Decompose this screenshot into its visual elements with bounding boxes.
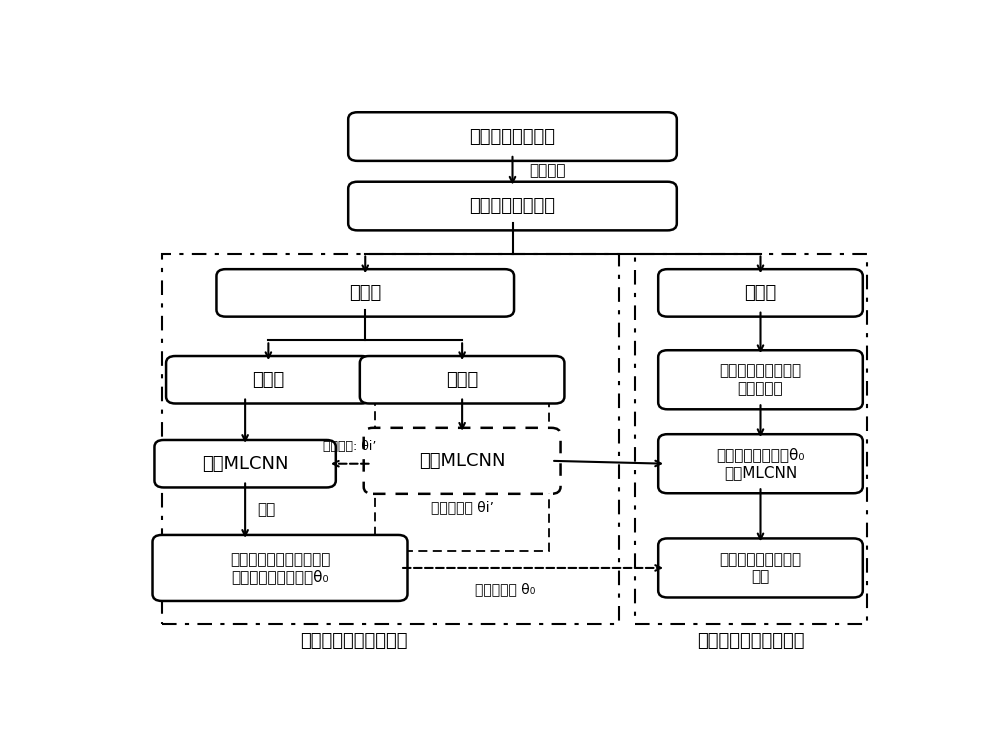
Text: 参数传递： θ₀: 参数传递： θ₀ bbox=[475, 583, 535, 596]
Text: 支持集: 支持集 bbox=[252, 371, 285, 389]
Text: 查询集: 查询集 bbox=[446, 371, 478, 389]
Text: 训练集: 训练集 bbox=[349, 284, 381, 302]
Text: 故障诊断模型训练阶段: 故障诊断模型训练阶段 bbox=[300, 632, 407, 650]
Text: 学习参数： θi’: 学习参数： θi’ bbox=[431, 500, 494, 514]
FancyBboxPatch shape bbox=[658, 538, 863, 598]
FancyBboxPatch shape bbox=[360, 356, 564, 404]
Bar bbox=[375, 359, 549, 550]
Text: 故障诊断模型测试阶段: 故障诊断模型测试阶段 bbox=[697, 632, 805, 650]
FancyBboxPatch shape bbox=[364, 428, 561, 494]
FancyBboxPatch shape bbox=[348, 182, 677, 230]
FancyBboxPatch shape bbox=[166, 356, 371, 404]
Text: 参数传递: θi’: 参数传递: θi’ bbox=[323, 441, 376, 453]
FancyBboxPatch shape bbox=[153, 535, 407, 601]
Text: 捯失: 捯失 bbox=[257, 502, 275, 517]
Text: 基于支持集和参数θ₀
微调MLCNN: 基于支持集和参数θ₀ 微调MLCNN bbox=[716, 447, 805, 480]
FancyBboxPatch shape bbox=[658, 350, 863, 409]
FancyBboxPatch shape bbox=[658, 434, 863, 493]
Text: 测试集: 测试集 bbox=[744, 284, 777, 302]
FancyBboxPatch shape bbox=[154, 440, 336, 487]
Text: 特征提取: 特征提取 bbox=[530, 163, 566, 178]
Text: 利用查询集实现故障
诊断: 利用查询集实现故障 诊断 bbox=[719, 552, 802, 584]
Text: 将数据集划分为支持
集和查询集: 将数据集划分为支持 集和查询集 bbox=[719, 363, 802, 396]
Text: 对所有元任务的损失求和
并更新网络初始参数θ₀: 对所有元任务的损失求和 并更新网络初始参数θ₀ bbox=[230, 552, 330, 584]
Text: 训练MLCNN: 训练MLCNN bbox=[419, 452, 505, 470]
FancyBboxPatch shape bbox=[216, 269, 514, 317]
Text: 测试MLCNN: 测试MLCNN bbox=[202, 455, 288, 473]
FancyBboxPatch shape bbox=[348, 112, 677, 161]
Text: 时频签名矩阵特征: 时频签名矩阵特征 bbox=[470, 197, 556, 215]
Bar bbox=[635, 253, 867, 624]
FancyBboxPatch shape bbox=[658, 269, 863, 317]
Bar bbox=[162, 253, 619, 624]
Text: 滚动轴承振动信号: 滚动轴承振动信号 bbox=[470, 128, 556, 146]
